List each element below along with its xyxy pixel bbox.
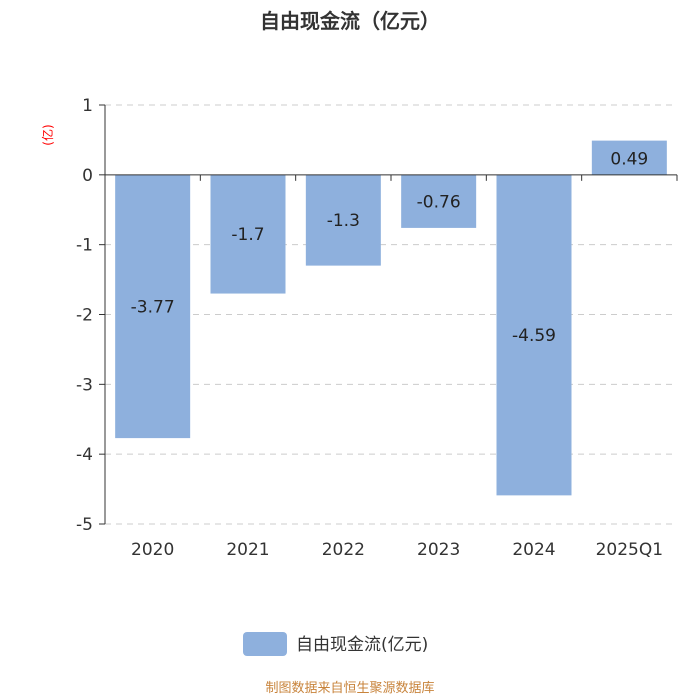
data-label: -4.59 [512, 326, 556, 346]
x-tick-label: 2023 [417, 540, 460, 560]
bar-2024[interactable] [496, 174, 572, 496]
legend[interactable]: 自由现金流(亿元) [243, 632, 428, 656]
bar-2020[interactable] [115, 174, 191, 439]
y-tick-label: 1 [82, 96, 93, 116]
x-tick-label: 2022 [322, 540, 365, 560]
legend-swatch [243, 632, 287, 656]
data-label: 0.49 [610, 150, 648, 170]
data-label: -0.76 [417, 192, 461, 212]
data-label: -1.7 [231, 225, 264, 245]
x-tick-label: 2025Q1 [596, 540, 663, 560]
bar-2021[interactable] [210, 174, 286, 294]
bars [115, 140, 667, 496]
source-note: 制图数据来自恒生聚源数据库 [265, 680, 434, 696]
x-tick-label: 2024 [512, 540, 555, 560]
bar-2023[interactable] [401, 174, 477, 228]
axes: 1 0 -1 -2 -3 -4 -5 2020 2021 2022 2023 2024 2025Q1 [76, 96, 678, 560]
data-label: -3.77 [131, 297, 175, 317]
bar-2022[interactable] [305, 174, 381, 266]
y-tick-label: -4 [76, 445, 93, 465]
y-tick-label: -5 [76, 515, 93, 535]
y-tick-label: -1 [76, 236, 93, 256]
y-tick-label: 0 [82, 166, 93, 186]
x-tick-label: 2021 [226, 540, 269, 560]
data-label: -1.3 [327, 211, 360, 231]
x-tick-label: 2020 [131, 540, 174, 560]
y-tick-label: -2 [76, 306, 93, 326]
y-unit-label: (亿) [40, 124, 55, 145]
data-labels: -3.77 -1.7 -1.3 -0.76 -4.59 0.49 [131, 150, 649, 346]
y-tick-label: -3 [76, 375, 93, 395]
bar-2025q1[interactable] [591, 140, 667, 175]
chart-title: 自由现金流（亿元） [260, 9, 440, 33]
grid [105, 104, 677, 525]
legend-label: 自由现金流(亿元) [296, 635, 428, 655]
